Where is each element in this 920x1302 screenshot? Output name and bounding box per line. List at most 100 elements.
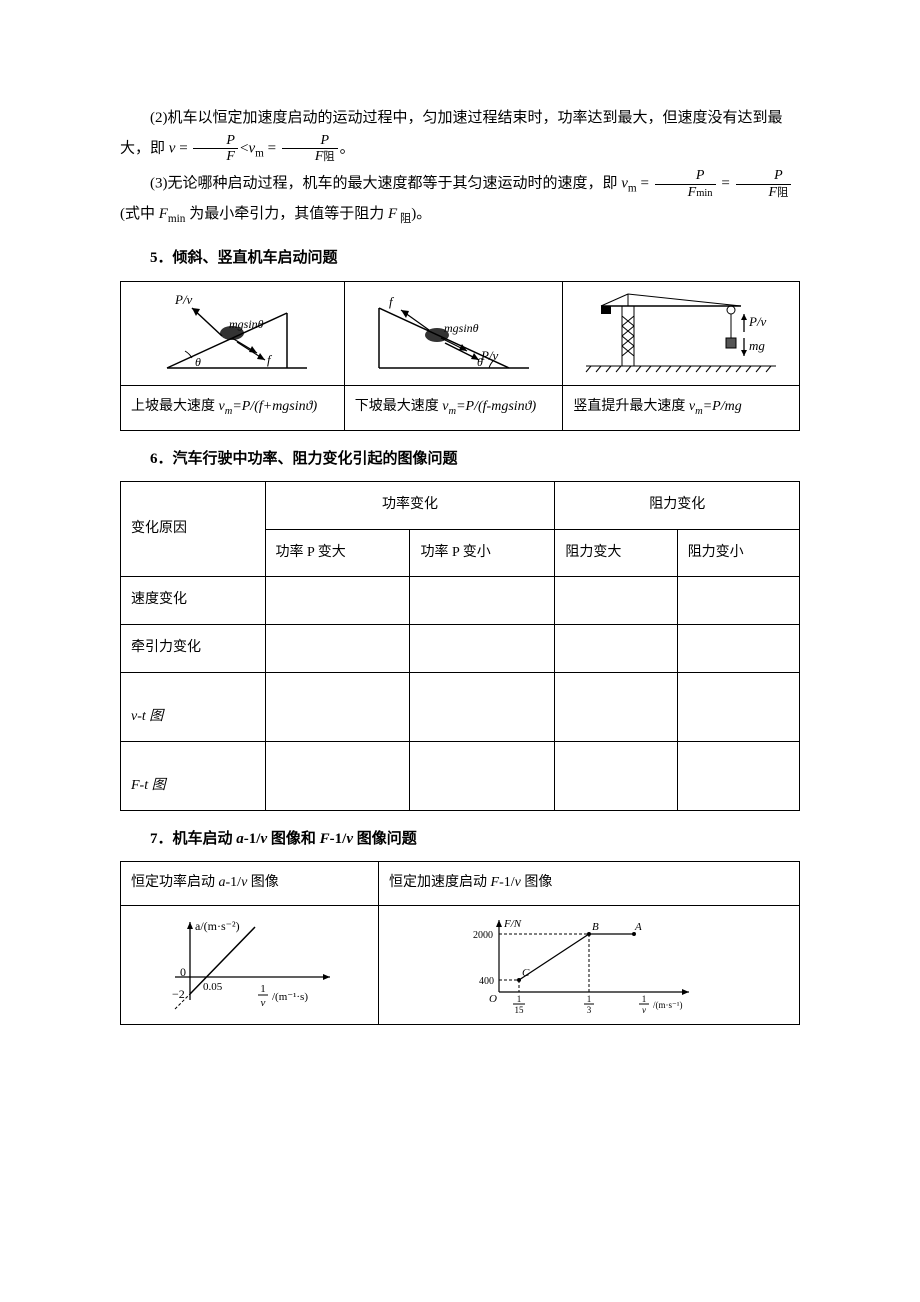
d2-theta: θ [477,355,483,369]
p2-eq: = [175,140,191,156]
p3-f1d: Fmin [655,185,716,200]
c3c: m [695,406,703,417]
c1-neg2: −2 [172,987,185,1001]
c3d: =P/mg [703,399,742,414]
c2a: 下坡最大速度 [355,399,443,414]
c2-x1n: 1 [517,994,522,1004]
s7c: -1/ [244,831,261,847]
c2-y400: 400 [479,976,494,987]
downhill-caption: 下坡最大速度 vm=P/(f-mgsinϑ) [344,385,563,430]
d1-mgsin: mgsinθ [229,317,264,331]
chart-a-1v: a/(m·s⁻²) 0 −2 0.05 1 v /(m⁻¹·s) [121,905,379,1024]
p3-fminsub: min [168,213,186,225]
h72e: 图像 [521,875,553,890]
c1-xl-num: 1 [260,983,266,995]
c1-xl-den: v [260,997,265,1009]
s7h: v [346,831,353,847]
crane-diagram: P/v mg [563,281,800,385]
p2-frac2: PF阻 [282,133,338,165]
c2-O: O [489,993,497,1005]
h71e: 图像 [247,875,279,890]
p3-f2n: P [736,168,792,184]
h71c: -1/ [226,875,242,890]
c43 [555,741,677,810]
p3-f2d: F阻 [736,185,792,200]
s7i: 图像问题 [353,831,417,847]
p2-f2d-sub: 阻 [323,151,334,163]
r-up: 阻力变大 [555,529,677,577]
c42 [410,741,555,810]
p3-eq: = [637,176,653,192]
p2-eq2: = [264,140,280,156]
p3-fres: F [388,206,397,222]
p3-vm: v [621,176,628,192]
d3-pv: P/v [748,314,767,329]
c24 [677,624,799,672]
s7e: 图像和 [267,831,320,847]
c2-y2000: 2000 [473,930,493,941]
d3-mg: mg [749,338,765,353]
p2-f1n: P [193,133,238,149]
h72a: 恒定加速度启动 [389,875,491,890]
d1-f: f [267,352,273,367]
change-table: 变化原因 功率变化 阻力变化 功率 P 变大 功率 P 变小 阻力变大 阻力变小… [120,481,800,810]
c11 [265,577,410,625]
h71: 恒定功率启动 a-1/v 图像 [121,862,379,906]
h72c: -1/ [499,875,515,890]
row-vt-label: v-t 图 [131,709,163,724]
c41 [265,741,410,810]
graph-table: 恒定功率启动 a-1/v 图像 恒定加速度启动 F-1/v 图像 a/(m·s⁻… [120,861,800,1025]
p-down: 功率 P 变小 [410,529,555,577]
p3-note: (式中 [120,206,159,222]
c2-x2d: 3 [587,1005,592,1015]
vertical-caption: 竖直提升最大速度 vm=P/mg [563,385,800,430]
c31 [265,672,410,741]
c13 [555,577,677,625]
p3-frac1: PFmin [655,168,716,200]
row-force: 牵引力变化 [121,624,266,672]
h71a: 恒定功率启动 [131,875,219,890]
incline-table: P/v mgsinθ f θ f [120,281,800,431]
section-5-title: 5．倾斜、竖直机车启动问题 [150,244,800,273]
p3-fressub: 阻 [397,213,411,225]
c2-xlu: /(m·s⁻¹) [653,1000,682,1010]
p3-f2d-f: F [769,185,778,200]
c32 [410,672,555,741]
p3-note2: 为最小牵引力，其值等于阻力 [185,206,388,222]
c2-ylabel: F/N [503,918,522,930]
c1-zero: 0 [180,965,186,979]
h-cause: 变化原因 [121,482,266,577]
row-speed: 速度变化 [121,577,266,625]
p3-vmsub: m [628,183,637,195]
p3-end: )。 [411,206,431,222]
p2-vmsub: m [255,147,264,159]
h71b: a [219,875,226,890]
c2d: =P/(f-mgsinϑ) [456,399,536,414]
row-ft-label: F-t 图 [131,778,166,793]
c2-xln: 1 [642,994,647,1004]
p2-f1d: F [193,149,238,164]
p3-f1d-sub: min [696,188,712,199]
uphill-diagram: P/v mgsinθ f θ [121,281,345,385]
paragraph-3: (3)无论哪种启动过程，机车的最大速度都等于其匀速运动时的速度，即 vm = P… [120,168,800,230]
c2-C: C [522,967,530,979]
p-up: 功率 P 变大 [265,529,410,577]
c34 [677,672,799,741]
s7g: -1/ [330,831,347,847]
c2-x2n: 1 [587,994,592,1004]
uphill-caption: 上坡最大速度 vm=P/(f+mgsinϑ) [121,385,345,430]
c21 [265,624,410,672]
d2-mgsin: mgsinθ [444,321,479,335]
p3-frac2: PF阻 [736,168,792,200]
c33 [555,672,677,741]
p3-fmin: F [159,206,168,222]
chart-f-1v: F/N 2000 400 B A C O 1 15 1 3 1 v /(m·s⁻… [379,905,800,1024]
p3-f1n: P [655,168,716,184]
c1-xl-unit: /(m⁻¹·s) [272,991,308,1003]
h72: 恒定加速度启动 F-1/v 图像 [379,862,800,906]
c3a: 竖直提升最大速度 [573,399,689,414]
c1-ylabel: a/(m·s⁻²) [195,919,240,933]
h-power: 功率变化 [265,482,555,530]
c2-x1d: 15 [515,1005,525,1015]
section-7-title: 7．机车启动 a-1/v 图像和 F-1/v 图像问题 [150,825,800,854]
